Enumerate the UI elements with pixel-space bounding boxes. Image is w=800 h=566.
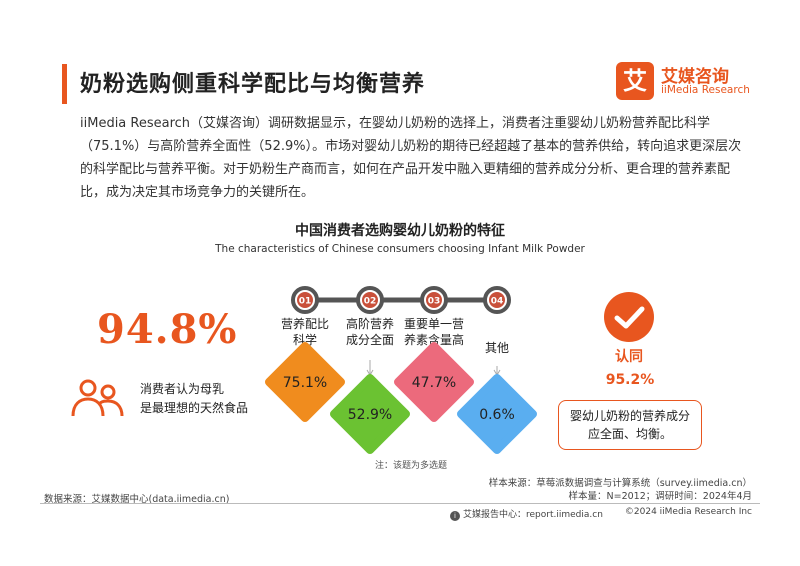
- brand-logo: 艾 艾媒咨询 iiMedia Research: [616, 62, 756, 106]
- people-icon: [71, 379, 124, 417]
- step-number: 01: [299, 297, 312, 307]
- value-diamond: [394, 342, 474, 422]
- caption-line-2: 是最理想的天然食品: [140, 401, 249, 415]
- value-label: 75.1%: [283, 375, 327, 391]
- breastmilk-percentage: 94.8%: [97, 306, 238, 353]
- report-center-icon: i: [450, 511, 460, 521]
- step-circle-inner: [297, 292, 313, 308]
- chart-note: 注：该题为多选题: [375, 461, 448, 471]
- agree-label: 认同: [615, 349, 643, 365]
- value-label: 0.6%: [479, 407, 515, 423]
- step-circle-inner: [362, 292, 378, 308]
- category-label: 高阶营养: [346, 316, 394, 331]
- title-accent-bar: [62, 64, 67, 104]
- category-label: 营养配比: [281, 316, 329, 331]
- footer-divider: [40, 503, 760, 504]
- agree-value: 95.2%: [605, 372, 655, 388]
- step-number: 03: [428, 297, 441, 307]
- logo-mark: 艾: [616, 62, 654, 100]
- value-diamond: [265, 342, 345, 422]
- agree-statement-box: 婴幼儿奶粉的营养成分应全面、均衡。: [558, 400, 702, 450]
- check-icon: [604, 292, 654, 342]
- category-label: 其他: [485, 341, 509, 355]
- breastmilk-caption: 消费者认为母乳 是最理想的天然食品: [140, 380, 248, 418]
- step-number: 02: [364, 297, 377, 307]
- logo-name-en: iiMedia Research: [661, 84, 750, 96]
- page-title: 奶粉选购侧重科学配比与均衡营养: [80, 72, 426, 97]
- value-label: 52.9%: [348, 407, 392, 423]
- value-label: 47.7%: [412, 375, 456, 391]
- intro-paragraph: iiMedia Research（艾媒咨询）调研数据显示，在婴幼儿奶粉的选择上，…: [80, 116, 742, 200]
- copyright: ©2024 iiMedia Research Inc: [624, 507, 752, 517]
- sample-size: 样本量：N=2012；调研时间：2024年4月: [568, 491, 752, 502]
- data-source: 数据来源：艾媒数据中心(data.iimedia.cn): [44, 494, 230, 505]
- category-label: 成分全面: [346, 332, 394, 347]
- category-label: 养素含量高: [404, 332, 464, 347]
- caption-line-1: 消费者认为母乳: [140, 382, 225, 396]
- step-circle-inner: [426, 292, 442, 308]
- category-label: 科学: [293, 332, 317, 347]
- value-diamond: [330, 374, 410, 454]
- value-diamond: [457, 374, 537, 454]
- step-circle-inner: [489, 292, 505, 308]
- report-center-text: 艾媒报告中心：report.iimedia.cn: [463, 510, 603, 520]
- step-number: 04: [491, 297, 504, 307]
- chart-subtitle: The characteristics of Chinese consumers…: [215, 243, 585, 255]
- chart-title: 中国消费者选购婴幼儿奶粉的特征: [295, 223, 505, 239]
- logo-name-cn: 艾媒咨询: [661, 67, 729, 87]
- report-center: i 艾媒报告中心：report.iimedia.cn: [450, 507, 603, 521]
- category-label: 重要单一营: [404, 317, 464, 331]
- sample-source: 样本来源：草莓派数据调查与计算系统（survey.iimedia.cn）: [488, 478, 752, 489]
